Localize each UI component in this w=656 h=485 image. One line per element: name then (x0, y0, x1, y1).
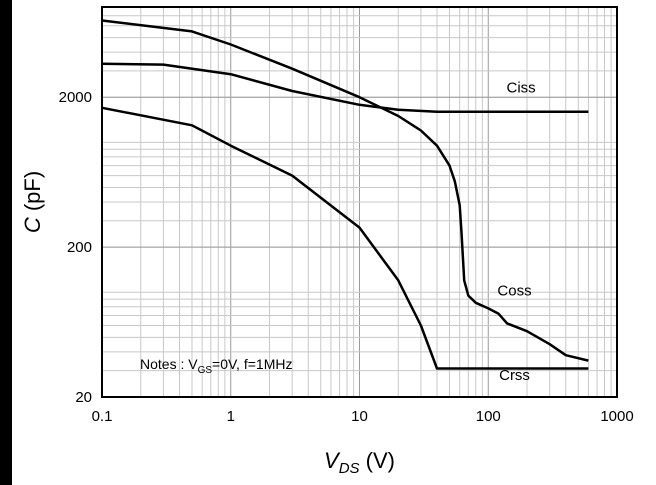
y-axis-label-main: C (20, 217, 45, 233)
note-suffix: =0V, f=1MHz (212, 356, 292, 372)
y-tick-label: 20 (75, 389, 92, 406)
series-label-coss: Coss (497, 283, 531, 300)
series-label-ciss: Ciss (507, 80, 536, 97)
x-axis-label-main: V (324, 448, 341, 473)
series-line-ciss (101, 62, 589, 114)
note-subscript: GS (198, 365, 213, 376)
note-annotation: Notes : VGS=0V, f=1MHz (140, 356, 292, 376)
series-line-crss (101, 106, 589, 370)
x-tick-label: 100 (476, 408, 501, 425)
y-tick-label: 200 (67, 239, 92, 256)
note-prefix: Notes : V (140, 356, 198, 372)
x-tick-label: 1 (227, 408, 235, 425)
x-axis-label-unit: (V) (360, 448, 395, 473)
x-axis-label-subscript: DS (339, 460, 360, 477)
series-label-crss: Crss (499, 367, 530, 384)
tick-labels: 0.1 1 10 100 1000 20 200 2000 (59, 89, 634, 425)
y-tick-label: 2000 (59, 89, 92, 106)
x-tick-label: 1000 (600, 408, 633, 425)
x-tick-label: 0.1 (92, 408, 113, 425)
series-labels: Ciss Coss Crss (497, 80, 535, 384)
series-line-coss (101, 19, 589, 362)
chart-curves (101, 19, 589, 370)
plot-frame (101, 6, 618, 398)
x-tick-label: 10 (351, 408, 368, 425)
y-axis-label: C (pF) (20, 171, 45, 233)
y-axis-label-unit: (pF) (20, 171, 45, 217)
left-edge-strip (0, 0, 12, 485)
x-axis-label: VDS (V) (324, 448, 395, 477)
